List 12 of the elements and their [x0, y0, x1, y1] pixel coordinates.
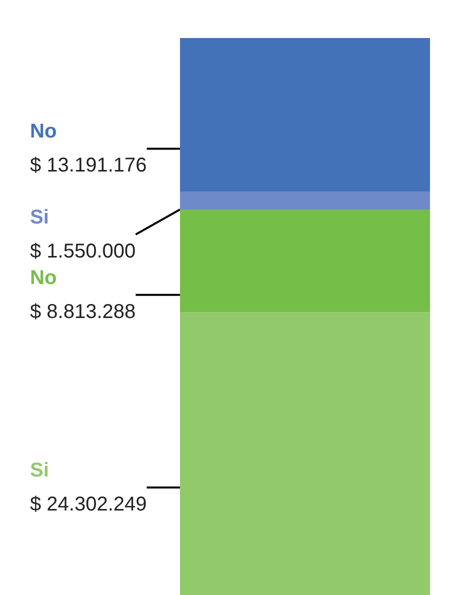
bar	[180, 312, 430, 595]
data-label: $ 1.550.000	[30, 240, 136, 263]
bar	[180, 191, 430, 210]
data-label: $ 8.813.288	[30, 300, 136, 323]
text: No	[30, 120, 57, 143]
data-label: $ 24.302.249	[30, 494, 147, 516]
text: Si	[30, 206, 49, 229]
text: Si	[30, 460, 49, 482]
bar	[180, 210, 430, 312]
bar	[180, 38, 430, 192]
data-label: $ 13.191.176	[30, 154, 147, 177]
text: No	[30, 266, 57, 289]
